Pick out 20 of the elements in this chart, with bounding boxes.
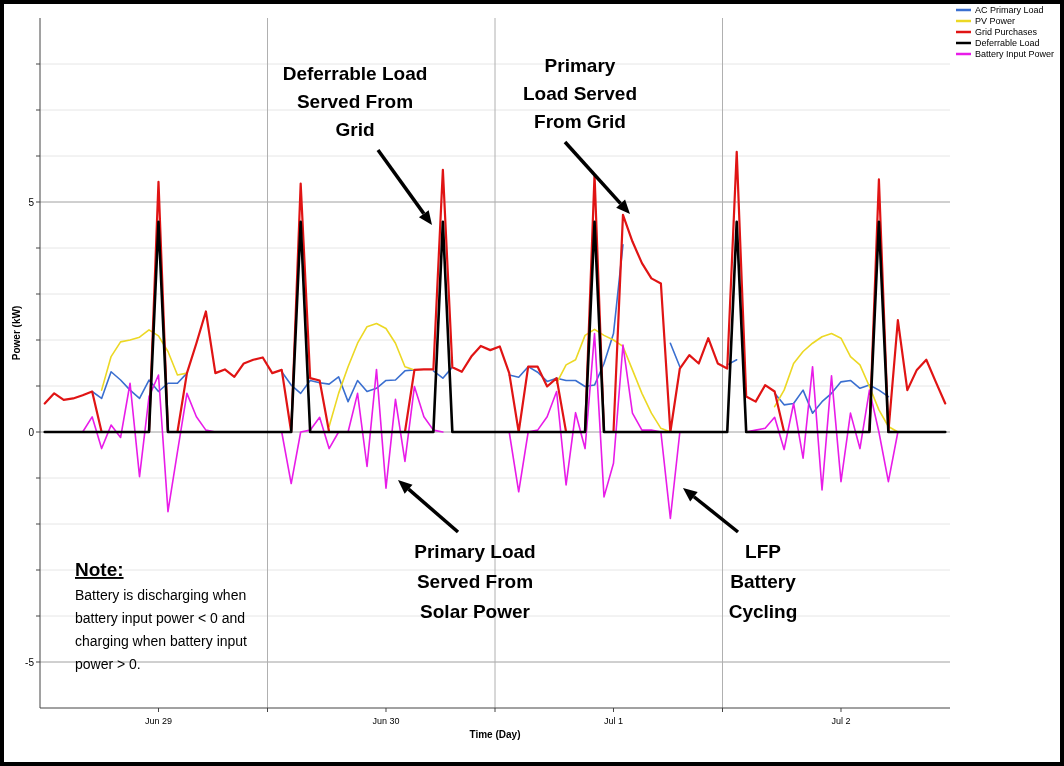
annotation: Deferrable Load Served From Grid xyxy=(282,63,428,140)
annotation: Battery is discharging when battery input power < 0 and charging when battery input power > 0. xyxy=(75,587,248,672)
legend-label: AC Primary Load xyxy=(975,5,1044,16)
x-axis-title: Time (Day) xyxy=(469,729,521,740)
y-tick-label: 0 xyxy=(28,426,35,438)
x-tick-label: Jun 30 xyxy=(372,716,400,726)
legend-label: Battery Input Power xyxy=(975,49,1055,60)
legend-label: Deferrable Load xyxy=(975,38,1040,49)
x-tick-label: Jul 2 xyxy=(831,716,851,726)
legend-label: PV Power xyxy=(975,16,1016,27)
annotation: Primary Load Served From Grid xyxy=(522,55,638,132)
x-tick-label: Jul 1 xyxy=(603,716,623,726)
y-tick-label: -5 xyxy=(25,656,35,668)
annotation: Primary Load Served From Solar Power xyxy=(414,541,536,622)
y-axis-title: Power (kW) xyxy=(11,305,22,361)
annotation: LFP Battery Cycling xyxy=(728,541,798,622)
x-tick-label: Jun 29 xyxy=(144,716,173,726)
legend-label: Grid Purchases xyxy=(975,27,1038,38)
annotation: Note: xyxy=(75,559,124,580)
y-tick-label: 5 xyxy=(28,196,35,208)
